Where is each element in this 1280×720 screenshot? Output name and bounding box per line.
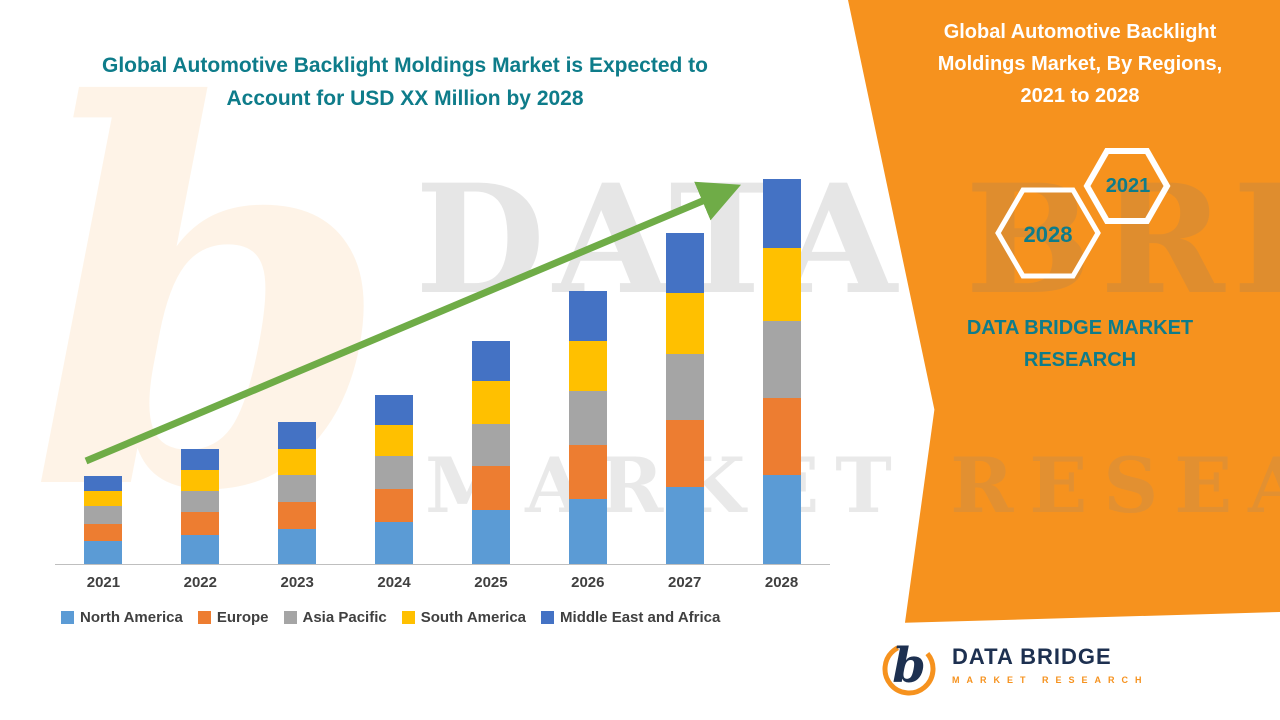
legend-swatch [197,611,211,624]
bar-group-2022 [152,180,249,564]
bar-segment-2028-middle-east-and-africa [762,179,801,249]
bar-group-2025 [443,180,540,564]
chart-title: Global Automotive Backlight Moldings Mar… [102,54,708,110]
hexagon-2021-label: 2021 [1105,175,1151,197]
bar-segment-2021-asia-pacific [84,506,123,524]
legend-swatch [283,611,297,624]
bar-segment-2022-asia-pacific [181,490,220,513]
bar-segment-2024-middle-east-and-africa [375,394,414,426]
bar-segment-2023-south-america [278,448,317,476]
legend-item: Asia Pacific [283,609,387,626]
bar-segment-2024-asia-pacific [375,456,414,489]
bar-segment-2027-middle-east-and-africa [665,232,704,293]
bar-segment-2021-europe [84,523,123,541]
x-axis-label: 2025 [474,574,508,591]
x-axis-label: 2024 [377,574,411,591]
stacked-bar-chart: 2021 2022 2023 2024 2025 2026 2027 2028 North A… [55,179,830,626]
bar-segment-2025-asia-pacific [471,423,510,466]
legend-item: Europe [197,609,269,626]
bar-segment-2021-middle-east-and-africa [84,475,123,491]
chart-legend: North America Europe Asia Pacific South Ame… [55,609,830,626]
bar-group-2026 [539,180,636,564]
x-axis-label: 2026 [571,574,605,591]
x-axis-label: 2028 [764,574,799,591]
legend-swatch [61,611,74,624]
bar-segment-2027-asia-pacific [665,354,704,420]
bar-segment-2023-north-america [278,529,317,564]
logo-sub-text: MARKET RESEARCH [952,674,1149,685]
bar-segment-2028-north-america [762,475,801,564]
bar-segment-2025-south-america [471,381,510,424]
bar-group-2021 [55,180,152,564]
bar-group-2028 [733,179,830,564]
bar-segment-2021-south-america [84,490,123,507]
hexagon-2028 [995,187,1101,279]
bar-segment-2027-europe [665,419,704,487]
bar-segment-2022-north-america [181,535,220,564]
bar-segment-2024-europe [375,488,414,522]
logo-brand-text: DATA BRIDGE [952,643,1112,669]
bar-segment-2023-europe [278,502,317,530]
bar-segment-2022-south-america [181,469,220,491]
bar-segment-2021-north-america [84,540,123,564]
legend-label: South America [420,609,527,626]
bar-segment-2022-europe [181,512,220,536]
x-axis-label: 2027 [668,574,702,591]
legend-label: North America [80,609,183,626]
bar-segment-2026-south-america [568,340,607,391]
side-panel-title: Global Automotive Backlight Moldings Mar… [937,21,1223,107]
x-axis: 2021 2022 2023 2024 2025 2026 2027 2028 [55,565,830,591]
legend-label: Asia Pacific [302,609,387,626]
legend-item: North America [61,609,183,626]
bar-segment-2026-asia-pacific [568,390,607,445]
legend-label: Middle East and Africa [560,609,721,626]
bar-segment-2026-europe [568,444,607,499]
hexagon-2021 [1083,148,1171,224]
bar-segment-2026-middle-east-and-africa [568,290,607,341]
hexagon-badges [995,148,1171,279]
data-bridge-logo-mark: b [882,638,936,696]
bar-segment-2027-south-america [665,292,704,355]
legend-label: Europe [216,609,269,626]
x-axis-label: 2022 [183,574,217,591]
bar-segment-2025-middle-east-and-africa [471,340,510,382]
bar-segment-2023-asia-pacific [278,475,317,503]
legend-swatch [401,611,415,624]
bar-segment-2025-europe [471,465,510,511]
data-bridge-logo: b DATA BRIDGE MARKET RESEARCH [878,630,1149,698]
bar-group-2023 [249,180,346,564]
bar-segment-2024-south-america [375,425,414,457]
bar-segment-2027-north-america [665,487,704,564]
bar-segment-2024-north-america [375,521,414,564]
bar-segment-2028-south-america [762,248,801,322]
x-axis-label: 2023 [280,574,314,591]
bar-segment-2025-north-america [471,510,510,564]
legend-swatch [541,611,555,624]
legend-item: Middle East and Africa [541,609,720,626]
bar-group-2027 [636,180,733,564]
legend-item: South America [401,609,527,626]
x-axis-label: 2021 [86,574,121,591]
hexagon-2028-label: 2028 [1023,222,1073,247]
bar-segment-2026-north-america [568,498,607,564]
bar-segment-2023-middle-east-and-africa [278,421,317,449]
chart-plot-area [55,179,830,565]
side-panel-brand-text: DATA BRIDGE MARKET RESEARCH [966,317,1194,371]
logo-letter-b: b [892,638,926,694]
bar-segment-2022-middle-east-and-africa [181,448,220,470]
bar-segment-2028-europe [762,398,801,476]
bar-group-2024 [346,180,443,564]
bar-segment-2028-asia-pacific [762,321,801,399]
